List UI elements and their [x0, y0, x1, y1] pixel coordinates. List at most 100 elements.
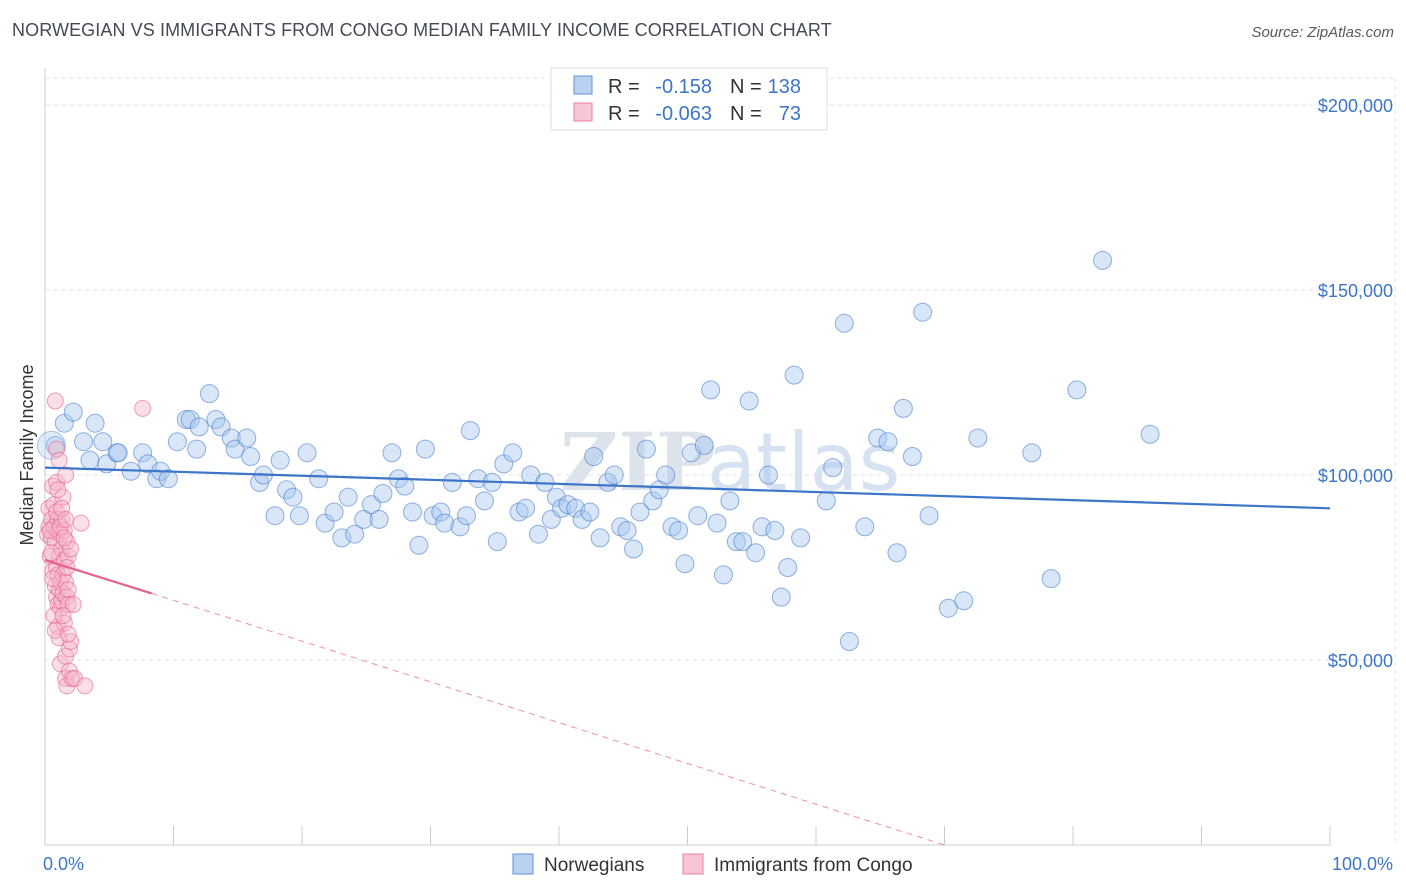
norwegian-point-16	[167, 432, 187, 452]
top-legend: R = -0.158 N = 138 R = -0.063 N = 73	[550, 67, 828, 131]
congo-point-52	[62, 540, 80, 558]
norwegian-point-6	[93, 432, 113, 452]
y-tick-label-3: $200,000	[1318, 96, 1393, 116]
norwegian-point-64	[503, 443, 523, 463]
norwegian-point-36	[309, 469, 329, 489]
norwegian-point-98	[720, 491, 740, 511]
legend-r-value-1: -0.158	[655, 76, 712, 98]
x-tick-label-1: 100.0%	[1332, 854, 1393, 874]
norwegian-point-129	[1140, 424, 1160, 444]
norwegian-point-85	[636, 439, 656, 459]
congo-point-54	[64, 596, 82, 613]
norwegian-point-49	[403, 502, 423, 522]
norwegian-point-72	[552, 498, 572, 518]
bottom-legend-swatch-congo	[682, 853, 704, 875]
norwegian-point-107	[778, 558, 798, 577]
norwegian-point-58	[460, 421, 480, 441]
norwegian-point-111	[823, 458, 843, 478]
y-tick-label-0: $50,000	[1328, 651, 1393, 671]
congo-point-47	[59, 581, 77, 599]
congo-point-56	[72, 514, 90, 532]
norwegian-point-125	[1022, 443, 1042, 463]
chart-title: NORWEGIAN VS IMMIGRANTS FROM CONGO MEDIA…	[12, 20, 832, 40]
congo-trend-extension	[151, 592, 945, 846]
trend-lines	[44, 466, 1331, 846]
norwegian-point-43	[361, 495, 381, 515]
norwegian-point-83	[624, 539, 644, 559]
legend-n-label-1: N =	[730, 76, 762, 98]
norwegian-point-88	[656, 465, 676, 485]
norwegian-point-9	[108, 443, 128, 463]
legend-r-value-2: -0.063	[655, 103, 712, 125]
norwegian-point-19	[187, 439, 207, 459]
congo-point-58	[134, 399, 152, 417]
norwegian-point-30	[265, 506, 285, 526]
norwegian-point-80	[604, 465, 624, 485]
norwegian-point-5	[85, 413, 105, 433]
congo-point-13	[48, 440, 66, 458]
norwegian-point-40	[338, 487, 358, 507]
norwegian-point-41	[345, 524, 365, 544]
norwegian-point-108	[784, 365, 804, 385]
norwegian-point-110	[816, 491, 836, 511]
congo-trend-line	[44, 559, 152, 595]
congo-point-72	[59, 625, 77, 643]
norwegian-point-116	[878, 432, 898, 452]
norwegian-point-2	[63, 402, 83, 422]
norwegian-point-82	[617, 521, 637, 540]
congo-point-48	[59, 596, 77, 613]
norwegian-point-44	[369, 509, 389, 529]
congo-point-61	[44, 570, 62, 588]
norwegian-point-60	[474, 491, 494, 511]
congo-point-62	[45, 607, 63, 625]
norwegian-point-95	[701, 380, 721, 400]
norwegian-point-54	[435, 513, 455, 533]
norwegian-point-119	[902, 447, 922, 466]
norwegian-point-34	[289, 506, 309, 526]
legend-box	[550, 67, 828, 131]
norwegian-point-114	[855, 517, 875, 537]
norwegian-point-20	[189, 417, 209, 437]
axes	[44, 68, 1331, 846]
norwegian-point-68	[528, 524, 548, 544]
congo-point-25	[50, 451, 68, 469]
norwegian-point-75	[572, 509, 592, 529]
source-label: Source: ZipAtlas.com	[1251, 24, 1394, 41]
norwegian-point-15	[158, 469, 178, 489]
norwegian-point-100	[733, 532, 753, 552]
norwegian-point-46	[382, 443, 402, 463]
congo-point-65	[49, 481, 67, 499]
norwegian-point-53	[431, 502, 451, 522]
norwegian-point-105	[765, 521, 785, 540]
norwegian-point-59	[468, 469, 488, 489]
norwegian-point-84	[630, 502, 650, 522]
legend-swatch-pink	[573, 102, 593, 122]
norwegian-point-77	[584, 447, 604, 466]
norwegian-point-57	[456, 506, 476, 526]
norwegian-point-51	[415, 439, 435, 459]
congo-point-67	[53, 499, 71, 517]
norwegian-point-26	[237, 428, 257, 448]
norwegian-point-122	[938, 598, 958, 618]
congo-point-12	[46, 392, 64, 410]
norwegian-point-102	[746, 543, 766, 563]
norwegians-points	[36, 250, 1160, 651]
congo-point-68	[54, 607, 72, 625]
legend-n-value-2: 73	[779, 103, 801, 125]
norwegian-point-27	[241, 447, 261, 466]
norwegian-point-109	[791, 528, 811, 548]
norwegian-point-90	[669, 521, 689, 540]
legend-n-value-1: 138	[768, 76, 801, 98]
norwegian-point-128	[1093, 250, 1113, 270]
norwegian-point-76	[580, 502, 600, 522]
norwegian-point-50	[409, 535, 429, 555]
norwegian-point-65	[509, 502, 529, 522]
norwegian-point-106	[771, 587, 791, 607]
bottom-legend-congo: Immigrants from Congo	[714, 855, 913, 876]
congo-point-63	[46, 621, 64, 639]
y-tick-label-2: $150,000	[1318, 281, 1393, 301]
norwegian-point-123	[954, 591, 974, 611]
norwegian-point-24	[221, 428, 241, 448]
norwegian-point-45	[373, 484, 393, 503]
norwegian-point-39	[332, 528, 352, 548]
